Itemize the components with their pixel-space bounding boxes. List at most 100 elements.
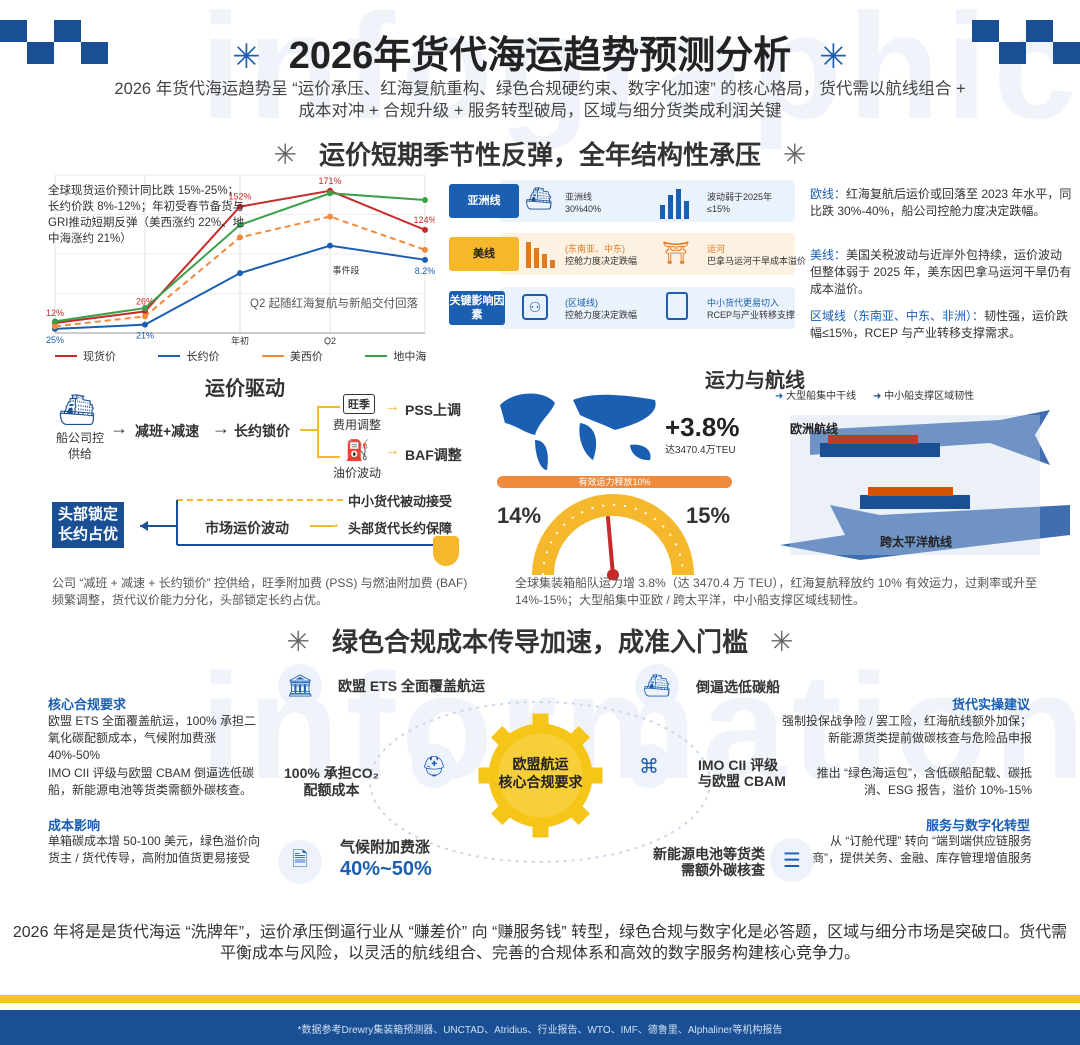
data-point <box>142 305 148 312</box>
data-label: 21% <box>136 331 154 341</box>
data-point <box>52 318 58 325</box>
baf-label: BAF调整 <box>405 447 462 463</box>
data-point <box>52 323 58 330</box>
event-label: 事件段 <box>332 265 359 276</box>
lock-contract-box: 头部锁定长约占优 <box>52 502 124 548</box>
ship-label: 船公司控供给 <box>55 431 104 461</box>
arrow-icon: → <box>325 515 341 532</box>
data-point <box>327 213 333 220</box>
data-point <box>237 234 243 241</box>
asterisk-icon: ✳ <box>770 626 794 657</box>
asterisk-icon: ✳ <box>783 139 807 170</box>
chip-icon: ⌘ <box>627 744 671 788</box>
data-point <box>327 190 333 197</box>
capacity-growth: +3.8% <box>665 412 740 442</box>
data-point <box>237 221 243 228</box>
clipboard-icon <box>666 292 688 320</box>
database-icon: ☰ <box>770 838 814 882</box>
shield-icon <box>433 536 459 566</box>
title-text: 2026年货代海运趋势预测分析 <box>288 35 792 77</box>
data-point <box>237 203 243 210</box>
data-label: 26% <box>136 296 154 306</box>
footer-yellow-bar <box>0 995 1080 1003</box>
capacity-heading: 运力与航线 <box>705 370 805 392</box>
routes-illustration <box>780 410 1070 560</box>
region-label-factors: 关键影响因素 <box>449 291 505 325</box>
conclusion: 2026 年将是是货代海运 “洗牌年”，运价承压倒逼行业从 “赚差价” 向 “赚… <box>12 924 1068 962</box>
star-icon: ✳ <box>232 38 261 76</box>
route-transpacific: 跨太平洋航线 <box>880 535 953 549</box>
section-heading-freight: ✳ 运价短期季节性反弹，全年结构性承压 ✳ <box>0 135 1080 172</box>
data-label: 124% <box>413 215 435 225</box>
region-row1-a: 亚洲线 30%40% <box>565 192 602 214</box>
canal-icon: ⛩ <box>662 240 690 265</box>
step-reduce: 减班+减速 <box>135 423 200 439</box>
people-icon: ⚇ <box>522 294 548 320</box>
right-heading-advice: 货代实操建议 <box>951 697 1030 712</box>
imo-label: IMO CII 评级 与欧盟 CBAM <box>698 757 786 789</box>
region-row2-b: 运河 巴拿马运河干旱成本溢价 <box>707 244 807 266</box>
capacity-legend: ➜ 大型船集中干线 ➜ 中小船支撑区域韧性 <box>775 391 975 402</box>
building-icon: 🏛 <box>278 664 322 708</box>
note-europe: 欧线：红海复航后运价或回落至 2023 年水平，同比跌 30%-40%，船公司控… <box>810 187 1072 218</box>
corner-pattern-left <box>0 20 108 64</box>
step-lock: 长约锁价 <box>234 423 290 439</box>
ets-label: 欧盟 ETS 全面覆盖航运 <box>338 678 486 694</box>
data-label: 25% <box>46 335 64 345</box>
footer-blue-bar <box>0 1010 1080 1045</box>
data-label: 8.2% <box>415 266 435 276</box>
gauge-right: 15% <box>686 503 731 528</box>
document-icon: 🗎 <box>278 840 322 884</box>
region-row3-a: (区域线) 控舱力度决定跌幅 <box>565 298 638 320</box>
dome-icon: ⛑ <box>412 744 456 788</box>
star-icon: ✳ <box>819 38 848 76</box>
peak-label: 费用调整 <box>333 418 382 432</box>
cargo-ship-icon: ⛴ <box>58 394 97 427</box>
co2-label: 100% 承担CO₂ 配额成本 <box>284 765 379 798</box>
left-heading-cost: 成本影响 <box>48 818 101 833</box>
data-point <box>327 242 333 249</box>
world-map <box>500 393 656 470</box>
market-volatility: 市场运价波动 <box>205 520 289 536</box>
arrow-icon: ➜ <box>872 391 882 402</box>
legend-uswest: 美西价 <box>261 348 323 364</box>
arrow-icon: → <box>110 418 128 438</box>
data-label: 12% <box>46 308 64 318</box>
data-point <box>422 246 428 253</box>
bar-icon <box>660 189 689 219</box>
data-point <box>142 313 148 320</box>
hub-ring <box>369 701 711 863</box>
corner-pattern-right <box>972 20 1080 64</box>
route-europe: 欧洲航线 <box>790 422 839 436</box>
release-bar-fill <box>497 476 732 488</box>
right-text-1: 强制投保战争险 / 罢工险，红海航线额外加保；新能源货类提前做碳核查与危险品申报 <box>781 714 1032 745</box>
drivers-connectors <box>300 406 340 458</box>
ship-icon: ⛴ <box>525 186 553 211</box>
right-text-2: 推出 “绿色海运包”，含低碳船配载、碳抵消、ESG 报告，溢价 10%-15% <box>816 766 1032 797</box>
gauge-left: 14% <box>497 503 542 528</box>
source-note: *数据参考Drewry集装箱预测器、UNCTAD、Atridius、行业报告、W… <box>297 1025 783 1036</box>
region-row-asia <box>500 180 795 222</box>
small-forwarder-label: 中小货代被动接受 <box>348 494 453 509</box>
data-point <box>422 256 428 263</box>
chart-legend: 现货价 长约价 美西价 地中海 <box>55 344 464 364</box>
pss-label: PSS上调 <box>405 402 462 418</box>
asterisk-icon: ✳ <box>273 139 297 170</box>
region-row-us <box>500 233 795 275</box>
fuel-label: 油价波动 <box>333 466 382 480</box>
market-connectors <box>140 499 435 546</box>
region-label-asia: 亚洲线 <box>449 184 519 218</box>
chart-down-icon <box>526 242 555 268</box>
capacity-caption: 全球集装箱船队运力增 3.8%（达 3470.4 万 TEU），红海复航释放约 … <box>515 576 1038 607</box>
chart-q2-note: Q2 起随红海复航与新船交付回落 <box>250 298 419 310</box>
section-heading-green: ✳ 绿色合规成本传导加速，成准入门槛 ✳ <box>0 622 1080 659</box>
x-tick-label: Q2 <box>324 336 336 345</box>
section-heading-text: 绿色合规成本传导加速，成准入门槛 <box>331 627 748 657</box>
drivers-heading: 运价驱动 <box>205 378 285 400</box>
ship-icon: ⛴ <box>635 664 679 708</box>
hub-label: 欧盟航运 核心合规要求 <box>498 756 583 790</box>
right-heading-digital: 服务与数字化转型 <box>925 818 1030 833</box>
data-point <box>237 270 243 277</box>
arrow-icon: → <box>384 398 400 415</box>
